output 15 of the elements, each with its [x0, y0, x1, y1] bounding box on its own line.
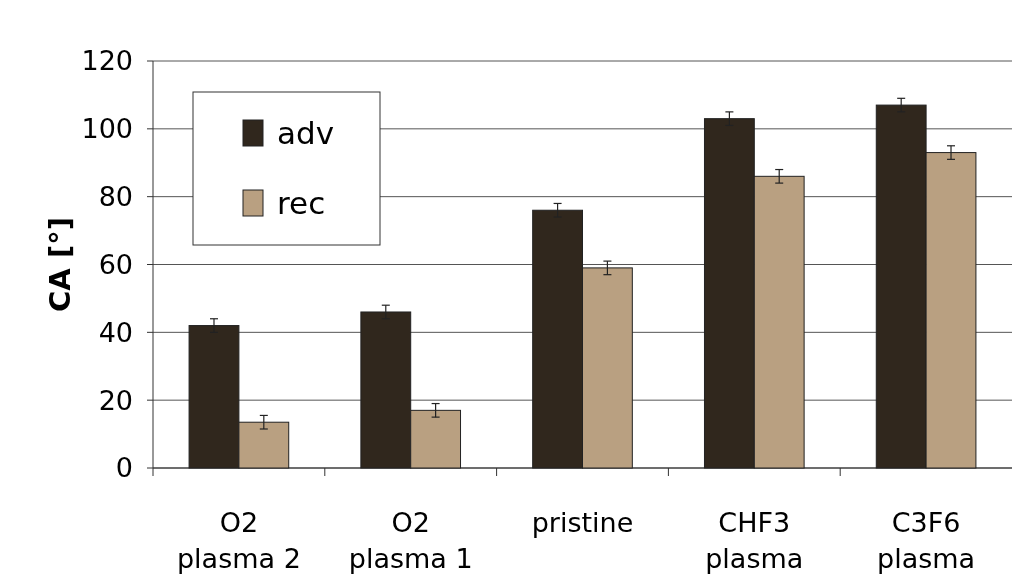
- x-tick-label: C3F6 plasma: [877, 507, 976, 574]
- y-tick-label: 0: [115, 452, 133, 484]
- y-tick-label: 80: [98, 181, 133, 213]
- y-tick-label: 40: [98, 316, 133, 348]
- x-tick-label: CHF3 plasma: [705, 507, 804, 574]
- legend-label: rec: [277, 184, 326, 221]
- y-tick-label: 100: [81, 113, 133, 145]
- x-tick-label: pristine: [531, 507, 634, 538]
- x-tick-label: O2 plasma 2: [176, 507, 301, 574]
- x-tick-label: O2 plasma 1: [348, 507, 473, 574]
- y-tick-label: 120: [81, 45, 133, 77]
- y-tick-label: 20: [98, 384, 133, 416]
- y-axis-title: CA [°]: [43, 217, 77, 312]
- y-tick-label: 60: [98, 248, 133, 280]
- legend-label: adv: [277, 114, 335, 151]
